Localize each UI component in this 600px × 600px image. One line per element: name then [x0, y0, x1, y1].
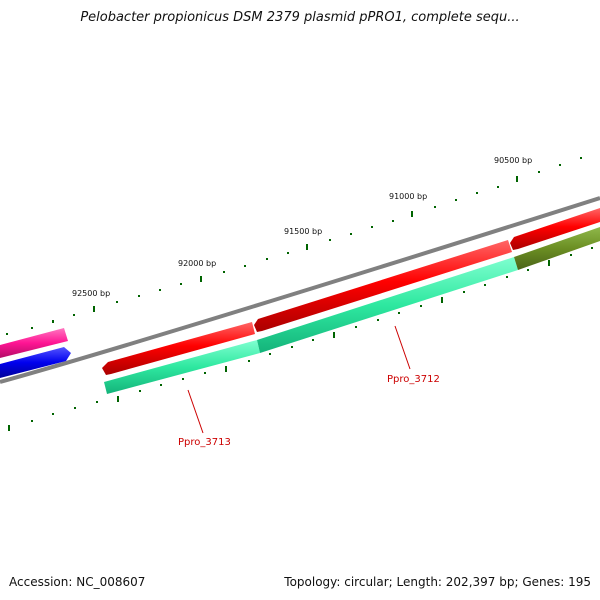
map-title: Pelobacter propionicus DSM 2379 plasmid … [80, 10, 520, 25]
gene-label-ppro3712[interactable]: Ppro_3712 [387, 374, 440, 385]
tick-label-92500: 92500 bp [72, 289, 110, 298]
gene-blue-partial[interactable] [0, 347, 71, 378]
tick-label-91500: 91500 bp [284, 227, 322, 236]
gene-red-right[interactable] [510, 208, 600, 250]
gene-pink-partial[interactable] [0, 328, 68, 358]
gene-teal-ppro3713[interactable] [104, 340, 260, 394]
tick-labels: 90500 bp 91000 bp 91500 bp 92000 bp 9250… [72, 156, 532, 298]
accession-text: Accession: NC_008607 [9, 575, 146, 589]
tick-label-91000: 91000 bp [389, 192, 427, 201]
sequence-summary: Topology: circular; Length: 202,397 bp; … [284, 575, 591, 589]
sequence-backbone [0, 196, 600, 384]
gene-red-ppro3712[interactable] [254, 240, 512, 332]
leader-line-ppro3713 [187, 389, 204, 434]
tick-label-92000: 92000 bp [178, 259, 216, 268]
gene-red-ppro3713[interactable] [102, 322, 255, 375]
leader-line-ppro3712 [394, 325, 411, 370]
outer-tick-row [6, 157, 582, 335]
tick-label-90500: 90500 bp [494, 156, 532, 165]
gene-label-ppro3713[interactable]: Ppro_3713 [178, 437, 231, 448]
gene-teal-ppro3712[interactable] [257, 257, 518, 353]
gene-olive-right[interactable] [514, 227, 600, 270]
inner-tick-row [8, 247, 593, 431]
